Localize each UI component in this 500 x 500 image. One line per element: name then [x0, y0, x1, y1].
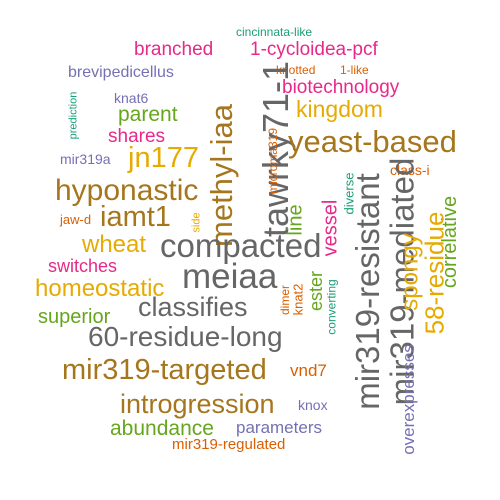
word-kingdom: kingdom [296, 96, 383, 122]
word-1-cycloidea-pcf: 1-cycloidea-pcf [250, 39, 378, 60]
word-shares: shares [108, 126, 166, 147]
word-diverse: diverse [341, 172, 357, 215]
word-vnd7: vnd7 [290, 361, 327, 380]
word-1-like: 1-like [340, 63, 369, 77]
word-parameters: parameters [236, 418, 322, 437]
word-spongy: spongy [396, 233, 424, 311]
word-knat2: knat2 [290, 283, 306, 316]
word-brevipedicellus: brevipedicellus [68, 64, 174, 81]
word-knat6: knat6 [114, 90, 149, 106]
word-converting: converting [324, 279, 339, 335]
word-58-residue: 58-residue [419, 211, 450, 335]
word-introgression: introgression [120, 389, 275, 419]
word-switches: switches [48, 256, 118, 276]
word-compacted: compacted [160, 227, 322, 264]
word-parent: parent [118, 103, 178, 126]
word-class-i: class-i [390, 162, 430, 178]
word-classifies: classifies [138, 292, 248, 322]
word-dimer: dimer [278, 284, 293, 316]
word-hyponastic: hyponastic [55, 174, 199, 207]
word-ester: ester [306, 270, 327, 312]
word-knox: knox [298, 397, 328, 413]
word-methyl-iaa: methyl-iaa [204, 104, 239, 247]
word-vessel: vessel [319, 199, 342, 257]
word-biotechnology: biotechnology [282, 77, 400, 98]
word-mir319a: mir319a [60, 151, 111, 167]
word-knotted: knotted [276, 63, 316, 77]
word-wheat: wheat [82, 231, 147, 258]
word-60-residue-long: 60-residue-long [88, 321, 283, 352]
word-yeast-based: yeast-based [288, 124, 457, 159]
word-cincinnata-like: cincinnata-like [236, 25, 313, 39]
word-branched: branched [134, 39, 214, 60]
word-homeostatic: homeostatic [35, 275, 165, 302]
word-iamt1: iamt1 [100, 201, 171, 233]
word-mir319-targeted: mir319-targeted [62, 354, 267, 386]
word-prediction: prediction [67, 91, 80, 140]
word-abundance: abundance [110, 417, 214, 440]
word-overexpresses: overexpresses [398, 344, 418, 455]
word-microma319: microma319 [266, 127, 281, 195]
word-jn177: jn177 [128, 142, 199, 174]
word-superior: superior [38, 306, 111, 328]
word-mir319-regulated: mir319-regulated [172, 436, 286, 453]
word-meiaa: meiaa [182, 257, 278, 296]
word-jaw-d: jaw-d [60, 212, 92, 227]
